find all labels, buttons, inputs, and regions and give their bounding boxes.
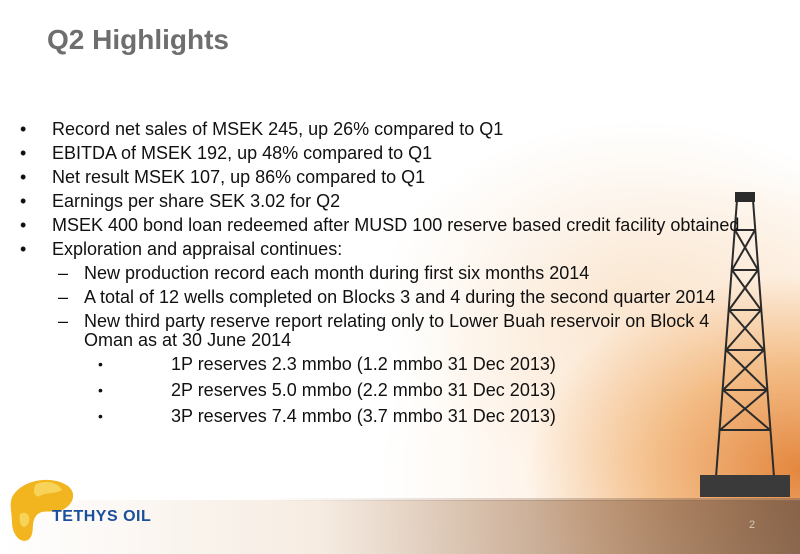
bullet-item: • Exploration and appraisal continues: (20, 240, 760, 259)
bullet-text: Net result MSEK 107, up 86% compared to … (52, 167, 426, 187)
reserve-text: 1P reserves 2.3 mmbo (1.2 mmbo 31 Dec 20… (171, 354, 556, 374)
bullet-marker: • (20, 143, 27, 163)
bullet-marker: • (20, 191, 27, 211)
bullet-marker: • (98, 382, 103, 398)
reserve-text: 2P reserves 5.0 mmbo (2.2 mmbo 31 Dec 20… (171, 380, 556, 400)
reserve-item: • 1P reserves 2.3 mmbo (1.2 mmbo 31 Dec 2… (20, 355, 760, 374)
sub-bullet-text: New production record each month during … (84, 263, 590, 283)
bullet-marker: • (98, 408, 103, 424)
bullet-item: • Earnings per share SEK 3.02 for Q2 (20, 192, 760, 211)
dash-marker: – (58, 311, 69, 331)
slide-title: Q2 Highlights (47, 24, 229, 55)
bullet-text: Exploration and appraisal continues: (52, 239, 343, 259)
bullet-item: • Record net sales of MSEK 245, up 26% co… (20, 120, 760, 139)
bullet-list: • Record net sales of MSEK 245, up 26% co… (20, 120, 760, 433)
sub-bullet-text: A total of 12 wells completed on Blocks … (84, 287, 716, 307)
dash-marker: – (58, 263, 69, 283)
bullet-text: Record net sales of MSEK 245, up 26% com… (52, 119, 504, 139)
sub-bullet-item: – New third party reserve report relating… (20, 312, 760, 350)
sub-bullet-item: – New production record each month during… (20, 264, 760, 283)
reserve-item: • 2P reserves 5.0 mmbo (2.2 mmbo 31 Dec 2… (20, 381, 760, 400)
reserve-text: 3P reserves 7.4 mmbo (3.7 mmbo 31 Dec 20… (171, 406, 556, 426)
dash-marker: – (58, 287, 69, 307)
sub-bullet-text: New third party reserve report relating … (84, 311, 710, 350)
sub-bullet-item: – A total of 12 wells completed on Blocks… (20, 288, 760, 307)
bullet-text: MSEK 400 bond loan redeemed after MUSD 1… (52, 215, 740, 235)
bullet-item: • Net result MSEK 107, up 86% compared to… (20, 168, 760, 187)
logo-text: TETHYS OIL (52, 508, 152, 525)
bullet-marker: • (20, 215, 27, 235)
desert-ground (0, 500, 800, 554)
bullet-marker: • (20, 167, 27, 187)
drilling-rig-icon (700, 192, 790, 497)
horizon-line (260, 498, 800, 501)
bullet-text: Earnings per share SEK 3.02 for Q2 (52, 191, 341, 211)
reserve-item: • 3P reserves 7.4 mmbo (3.7 mmbo 31 Dec 2… (20, 407, 760, 426)
bullet-item: • MSEK 400 bond loan redeemed after MUSD … (20, 216, 760, 235)
bullet-marker: • (20, 119, 27, 139)
tethys-oil-logo-icon (10, 479, 74, 541)
bullet-marker: • (98, 356, 103, 372)
page-number: 2 (749, 519, 756, 531)
bullet-marker: • (20, 239, 27, 259)
bullet-text: EBITDA of MSEK 192, up 48% compared to Q… (52, 143, 433, 163)
bullet-item: • EBITDA of MSEK 192, up 48% compared to … (20, 144, 760, 163)
